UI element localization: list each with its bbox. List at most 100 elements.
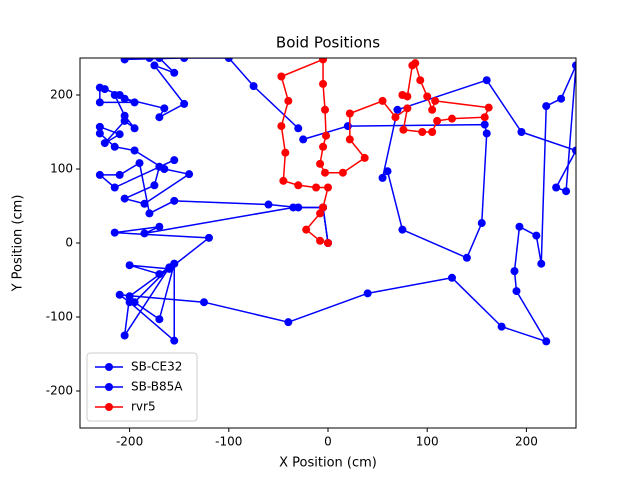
data-point xyxy=(299,135,308,144)
data-point xyxy=(110,228,119,237)
y-tick-label: 200 xyxy=(50,88,73,102)
data-point xyxy=(110,183,119,192)
data-point xyxy=(294,181,303,190)
data-point xyxy=(204,233,213,242)
data-point xyxy=(115,290,124,299)
data-point xyxy=(150,181,159,190)
data-point xyxy=(552,183,561,192)
data-point xyxy=(130,146,139,155)
data-point xyxy=(284,318,293,327)
data-point xyxy=(155,315,164,324)
data-point xyxy=(130,124,139,133)
data-point xyxy=(155,58,164,62)
data-point xyxy=(170,196,179,205)
data-point xyxy=(448,114,456,123)
x-tick-label: 0 xyxy=(324,435,332,449)
data-point xyxy=(294,124,303,133)
data-point xyxy=(428,105,437,114)
data-point xyxy=(383,167,392,176)
data-point xyxy=(130,98,139,107)
y-tick-label: -100 xyxy=(46,310,73,324)
legend-marker xyxy=(105,383,113,391)
data-point xyxy=(512,287,521,296)
data-point xyxy=(135,159,144,168)
x-axis-label: X Position (cm) xyxy=(279,456,377,471)
data-point xyxy=(277,122,286,131)
data-point xyxy=(160,165,169,173)
data-point xyxy=(319,58,328,64)
data-point xyxy=(418,128,427,136)
data-point xyxy=(557,94,566,103)
data-point xyxy=(316,209,325,218)
series-line xyxy=(280,58,490,244)
data-point xyxy=(510,267,519,276)
data-point xyxy=(480,120,489,129)
data-point xyxy=(480,113,489,122)
data-point xyxy=(312,183,321,192)
data-point xyxy=(321,105,330,114)
y-tick-label: 100 xyxy=(50,162,73,176)
data-point xyxy=(542,102,551,111)
data-point xyxy=(343,122,352,131)
legend-label: SB-CE32 xyxy=(131,360,182,374)
data-point xyxy=(316,236,325,245)
data-point xyxy=(224,58,233,62)
data-point xyxy=(423,92,432,101)
data-point xyxy=(264,200,273,209)
data-point xyxy=(110,142,119,151)
data-point xyxy=(319,79,328,88)
x-tick-label: 200 xyxy=(515,435,538,449)
data-point xyxy=(185,170,194,179)
data-point xyxy=(115,130,124,139)
data-point xyxy=(277,72,286,81)
data-point xyxy=(448,273,456,282)
data-point xyxy=(140,199,149,208)
data-point xyxy=(562,187,571,196)
data-point xyxy=(279,176,288,185)
x-tick-label: -100 xyxy=(215,435,242,449)
data-point xyxy=(378,96,387,105)
legend-marker xyxy=(105,363,113,371)
data-point xyxy=(155,113,164,122)
data-point xyxy=(319,203,328,212)
data-point xyxy=(180,58,189,62)
x-tick-label: -200 xyxy=(116,435,143,449)
data-point xyxy=(345,109,354,118)
data-point xyxy=(408,61,417,70)
data-point xyxy=(155,270,164,279)
data-point xyxy=(200,298,208,307)
data-point xyxy=(324,239,332,247)
data-point xyxy=(391,113,400,122)
data-point xyxy=(180,99,189,108)
data-point xyxy=(125,292,134,301)
data-point xyxy=(95,122,104,131)
y-tick-label: -200 xyxy=(46,384,73,398)
data-point xyxy=(393,105,402,114)
data-point xyxy=(482,129,491,138)
data-point xyxy=(532,231,541,240)
data-point xyxy=(398,91,407,99)
data-point xyxy=(399,125,408,134)
data-point xyxy=(155,222,164,231)
data-point xyxy=(100,85,109,94)
data-point xyxy=(322,131,331,140)
data-point xyxy=(433,116,442,125)
data-point xyxy=(572,146,576,155)
data-point xyxy=(515,222,524,231)
data-point xyxy=(416,76,425,85)
data-point xyxy=(115,170,124,179)
data-point xyxy=(378,173,387,182)
data-point xyxy=(120,94,129,103)
data-point xyxy=(145,58,154,62)
legend-label: rvr5 xyxy=(131,400,156,414)
legend-box xyxy=(86,352,198,422)
plot-area xyxy=(95,58,576,346)
data-point xyxy=(316,159,325,168)
data-point xyxy=(120,58,129,64)
y-tick-label: 0 xyxy=(65,236,73,250)
data-point xyxy=(125,261,134,270)
data-point xyxy=(338,168,347,177)
data-point xyxy=(120,111,129,120)
data-point xyxy=(281,148,290,157)
